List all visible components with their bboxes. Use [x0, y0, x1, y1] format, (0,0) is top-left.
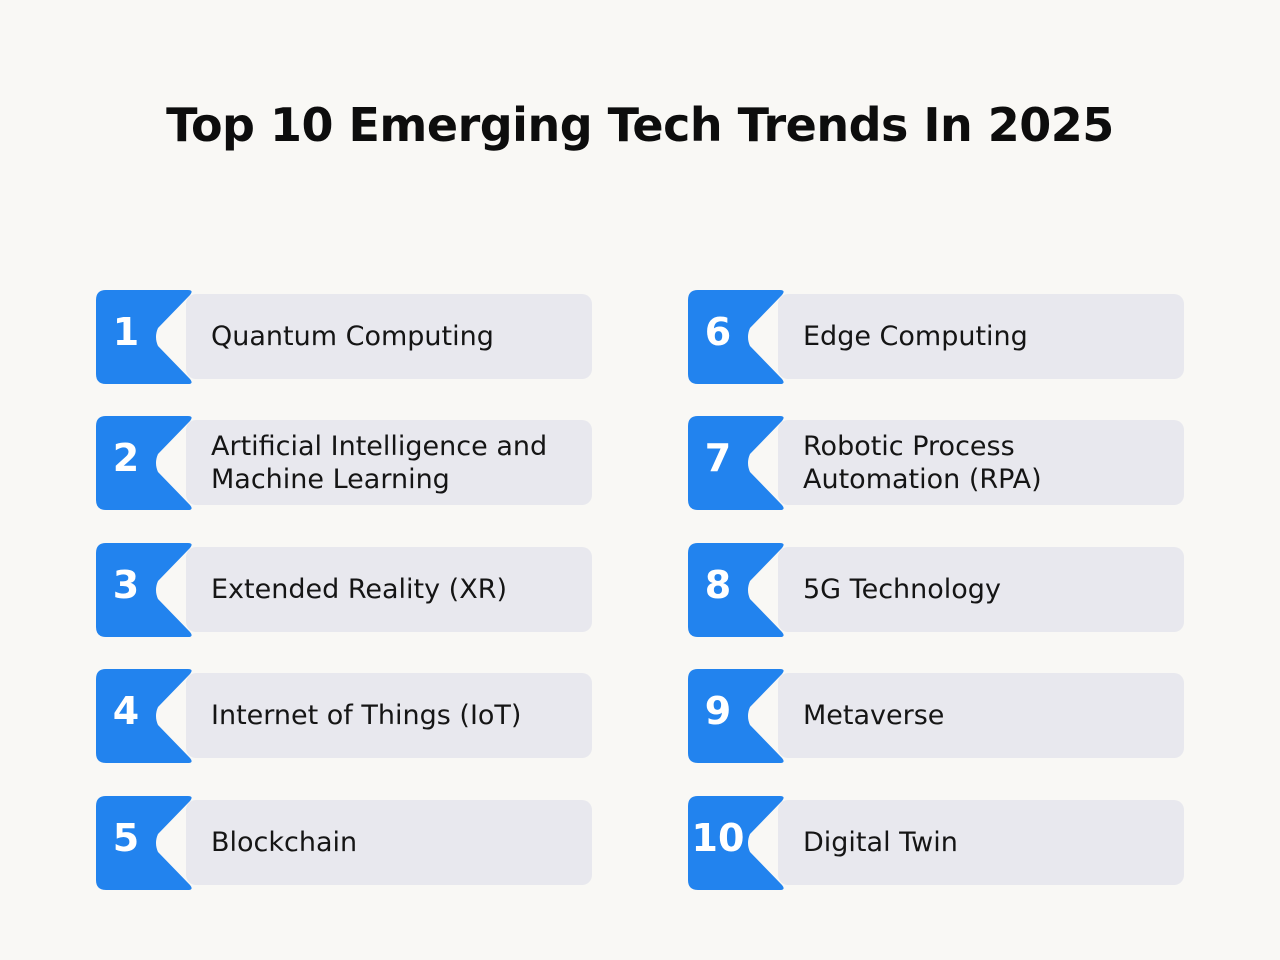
- trend-item: 2 Artificial Intelligence and Machine Lea…: [96, 416, 592, 510]
- page-title: Top 10 Emerging Tech Trends In 2025: [166, 98, 1114, 152]
- trend-number: 5: [112, 816, 140, 860]
- trend-bar: [186, 547, 592, 632]
- number-badge-shape: [96, 416, 192, 510]
- trend-label: Artificial Intelligence and Machine Lear…: [211, 430, 548, 495]
- trend-number: 10: [691, 816, 745, 860]
- number-badge-shape: [688, 290, 784, 384]
- trend-number: 9: [704, 689, 732, 733]
- trend-bar: [778, 294, 1184, 379]
- trend-label: Internet of Things (IoT): [211, 700, 522, 731]
- trend-bar: [186, 420, 592, 505]
- trend-bar: [186, 294, 592, 379]
- trend-label: Edge Computing: [803, 321, 1028, 352]
- trend-number: 7: [704, 436, 732, 480]
- trend-item: 8 5G Technology: [688, 543, 1184, 637]
- trend-number: 2: [112, 436, 140, 480]
- trend-label: Metaverse: [803, 700, 945, 731]
- trend-item: 6 Edge Computing: [688, 290, 1184, 384]
- number-badge-shape: [688, 796, 784, 890]
- number-badge-shape: [688, 543, 784, 637]
- trend-item: 5 Blockchain: [96, 796, 592, 890]
- trend-label: 5G Technology: [803, 574, 1001, 605]
- trend-label: Digital Twin: [803, 827, 958, 858]
- trend-item: 10 Digital Twin: [688, 796, 1184, 890]
- trend-number: 1: [112, 310, 140, 354]
- trend-number: 3: [112, 563, 140, 607]
- number-badge-shape: [688, 669, 784, 763]
- number-badge-shape: [96, 290, 192, 384]
- trend-label: Robotic Process Automation (RPA): [803, 430, 1042, 495]
- trend-bar: [778, 800, 1184, 885]
- number-badge-shape: [96, 669, 192, 763]
- trend-label: Blockchain: [211, 827, 358, 858]
- trend-item: 3 Extended Reality (XR): [96, 543, 592, 637]
- number-badge-shape: [96, 796, 192, 890]
- trend-bar: [778, 547, 1184, 632]
- trend-label: Extended Reality (XR): [211, 574, 507, 605]
- number-badge-shape: [688, 416, 784, 510]
- trend-bar: [186, 673, 592, 758]
- trend-bar: [186, 800, 592, 885]
- trend-item: 4 Internet of Things (IoT): [96, 669, 592, 763]
- trend-bar: [778, 420, 1184, 505]
- trend-item: 9 Metaverse: [688, 669, 1184, 763]
- trend-number: 8: [704, 563, 732, 607]
- trend-number: 6: [704, 310, 732, 354]
- trend-number: 4: [112, 689, 140, 733]
- trend-label: Quantum Computing: [211, 321, 494, 352]
- trend-item: 1 Quantum Computing: [96, 290, 592, 384]
- trend-item: 7 Robotic Process Automation (RPA): [688, 416, 1184, 510]
- number-badge-shape: [96, 543, 192, 637]
- trend-bar: [778, 673, 1184, 758]
